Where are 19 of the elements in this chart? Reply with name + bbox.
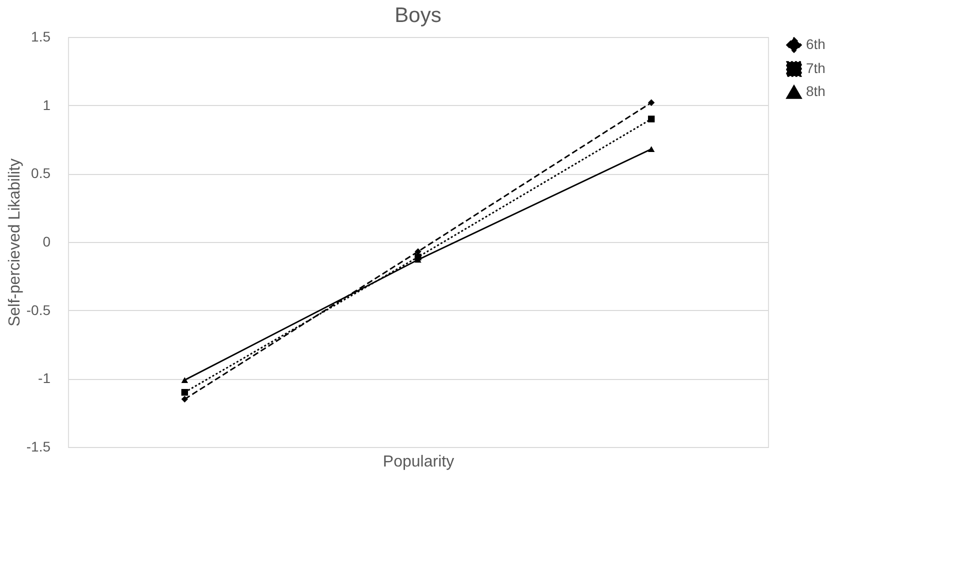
legend-label: 6th	[806, 36, 826, 52]
y-tick-label: -0.5	[26, 302, 51, 318]
point	[181, 388, 188, 396]
chart-title: Boys	[394, 4, 442, 27]
legend-label: 8th	[806, 83, 826, 99]
point	[181, 396, 188, 403]
y-axis-title: Self-percieved Likability	[6, 158, 24, 327]
y-tick-label: 0	[42, 234, 51, 250]
x-axis-title: Popularity	[382, 454, 454, 470]
y-tick-label: 1.5	[31, 28, 51, 44]
y-tick-label: 1	[42, 96, 51, 113]
point	[181, 377, 188, 383]
point	[648, 99, 655, 106]
y-tick-label: -1.5	[26, 438, 51, 454]
y-tick-label: 0.5	[31, 165, 51, 182]
point	[648, 146, 655, 152]
legend-label: 7th	[806, 60, 826, 76]
point	[648, 116, 655, 122]
y-tick-label: -1	[38, 370, 51, 386]
